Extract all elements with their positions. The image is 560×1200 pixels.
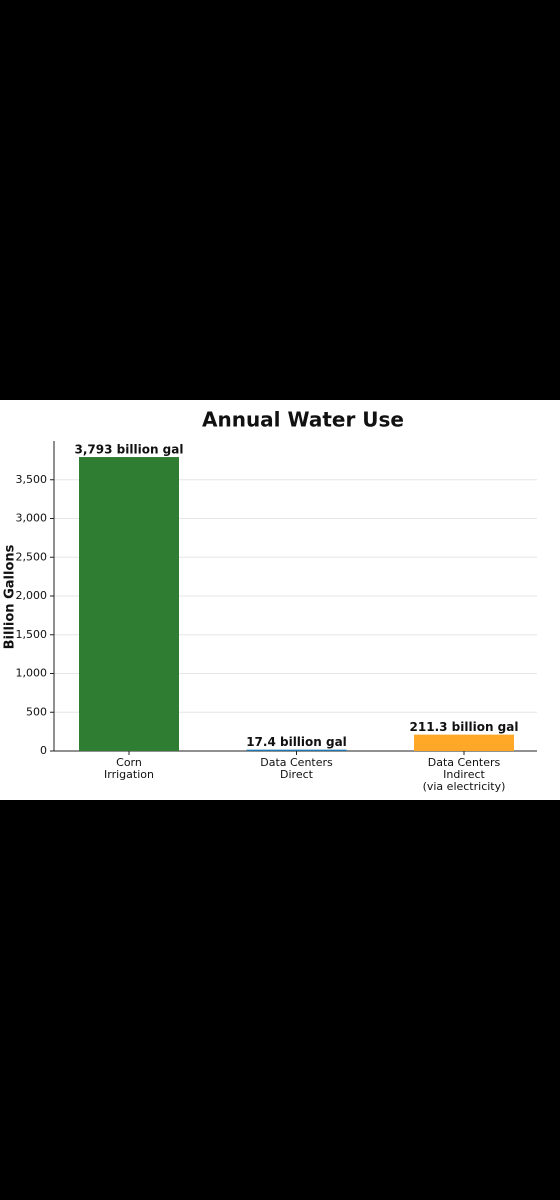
y-tick-label: 2,500 [16, 550, 48, 563]
y-tick-label: 500 [26, 705, 47, 718]
x-tick-label: Corn [116, 756, 142, 769]
y-tick-label: 0 [40, 744, 47, 757]
y-tick-label: 2,000 [16, 589, 48, 602]
value-label: 211.3 billion gal [410, 720, 519, 734]
x-tick-label: Data Centers [260, 756, 333, 769]
y-tick-label: 3,500 [16, 473, 48, 486]
bar [414, 734, 514, 751]
x-tick-label: Indirect [443, 768, 485, 781]
x-tick-label: Data Centers [428, 756, 501, 769]
x-tick-label: Irrigation [104, 768, 154, 781]
value-label: 3,793 billion gal [75, 443, 184, 457]
y-tick-label: 1,000 [16, 667, 48, 680]
y-tick-label: 3,000 [16, 512, 48, 525]
x-tick-label: (via electricity) [423, 780, 506, 793]
bar [246, 749, 347, 751]
y-tick-label: 1,500 [16, 628, 48, 641]
x-tick-label: Direct [280, 768, 314, 781]
value-label: 17.4 billion gal [246, 735, 347, 749]
bar [79, 457, 179, 751]
chart-title: Annual Water Use [202, 408, 404, 432]
y-axis-label: Billion Gallons [3, 544, 18, 649]
